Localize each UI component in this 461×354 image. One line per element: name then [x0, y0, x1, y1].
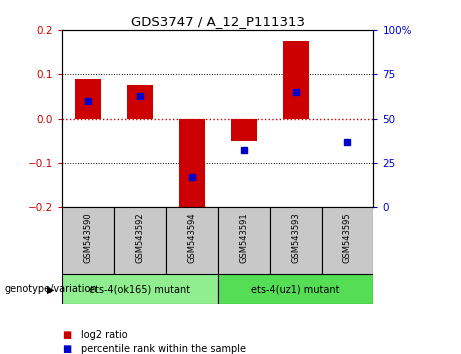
- Text: GSM543595: GSM543595: [343, 213, 352, 263]
- Text: GSM543592: GSM543592: [136, 213, 145, 263]
- Text: ets-4(ok165) mutant: ets-4(ok165) mutant: [89, 284, 190, 295]
- Bar: [62, 274, 218, 304]
- Text: GSM543590: GSM543590: [83, 213, 93, 263]
- Bar: [231, 119, 257, 141]
- Bar: [62, 207, 114, 274]
- Bar: [114, 207, 166, 274]
- Text: genotype/variation: genotype/variation: [5, 284, 97, 295]
- Bar: [270, 207, 322, 274]
- Title: GDS3747 / A_12_P111313: GDS3747 / A_12_P111313: [131, 15, 305, 28]
- Text: GSM543594: GSM543594: [187, 213, 196, 263]
- Bar: [179, 119, 205, 209]
- Text: log2 ratio: log2 ratio: [81, 330, 127, 339]
- Bar: [322, 207, 373, 274]
- Bar: [218, 274, 373, 304]
- Text: ■: ■: [62, 330, 71, 339]
- Text: percentile rank within the sample: percentile rank within the sample: [81, 344, 246, 354]
- Text: ■: ■: [62, 344, 71, 354]
- Text: ▶: ▶: [47, 284, 54, 295]
- Text: ets-4(uz1) mutant: ets-4(uz1) mutant: [251, 284, 340, 295]
- Bar: [283, 41, 308, 119]
- Bar: [75, 79, 101, 119]
- Bar: [218, 207, 270, 274]
- Text: GSM543591: GSM543591: [239, 213, 248, 263]
- Bar: [127, 85, 153, 119]
- Bar: [166, 207, 218, 274]
- Text: GSM543593: GSM543593: [291, 213, 300, 263]
